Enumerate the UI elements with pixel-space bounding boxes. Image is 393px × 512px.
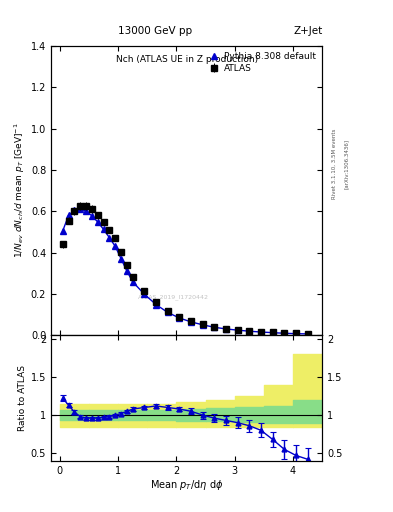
Pythia 8.308 default <box>95 219 100 225</box>
Pythia 8.308 default <box>84 208 88 215</box>
Text: ATLAS_2019_I1720442: ATLAS_2019_I1720442 <box>138 295 209 301</box>
Text: 13000 GeV pp: 13000 GeV pp <box>118 26 192 36</box>
Line: Pythia 8.308 default: Pythia 8.308 default <box>60 206 310 336</box>
Pythia 8.308 default <box>154 302 158 308</box>
Pythia 8.308 default <box>235 327 240 333</box>
Pythia 8.308 default <box>72 207 77 214</box>
Pythia 8.308 default <box>142 291 147 297</box>
Y-axis label: Ratio to ATLAS: Ratio to ATLAS <box>18 365 27 431</box>
Pythia 8.308 default <box>270 330 275 336</box>
Pythia 8.308 default <box>189 319 193 325</box>
Text: Z+Jet: Z+Jet <box>293 26 322 36</box>
Pythia 8.308 default <box>90 212 94 219</box>
Pythia 8.308 default <box>107 234 112 241</box>
Pythia 8.308 default <box>119 255 123 262</box>
Pythia 8.308 default <box>78 206 83 212</box>
Pythia 8.308 default <box>113 243 118 249</box>
Y-axis label: $1/N_{ev}$ $dN_{ch}/d$ mean $p_T$ [GeV]$^{-1}$: $1/N_{ev}$ $dN_{ch}/d$ mean $p_T$ [GeV]$… <box>12 123 27 259</box>
X-axis label: Mean $p_T$/d$\eta$ d$\phi$: Mean $p_T$/d$\eta$ d$\phi$ <box>150 478 223 493</box>
Text: [arXiv:1306.3436]: [arXiv:1306.3436] <box>344 139 349 189</box>
Pythia 8.308 default <box>212 324 217 330</box>
Pythia 8.308 default <box>130 279 135 285</box>
Pythia 8.308 default <box>224 326 228 332</box>
Pythia 8.308 default <box>165 309 170 315</box>
Pythia 8.308 default <box>125 268 129 274</box>
Pythia 8.308 default <box>101 226 106 232</box>
Pythia 8.308 default <box>177 315 182 321</box>
Text: Nch (ATLAS UE in Z production): Nch (ATLAS UE in Z production) <box>116 55 258 64</box>
Pythia 8.308 default <box>200 322 205 328</box>
Pythia 8.308 default <box>247 328 252 334</box>
Text: Rivet 3.1.10, 3.5M events: Rivet 3.1.10, 3.5M events <box>332 129 337 199</box>
Pythia 8.308 default <box>294 331 298 337</box>
Legend: Pythia 8.308 default, ATLAS: Pythia 8.308 default, ATLAS <box>207 51 318 75</box>
Pythia 8.308 default <box>66 212 71 219</box>
Pythia 8.308 default <box>61 228 65 234</box>
Pythia 8.308 default <box>282 330 287 336</box>
Pythia 8.308 default <box>305 331 310 337</box>
Pythia 8.308 default <box>259 329 263 335</box>
